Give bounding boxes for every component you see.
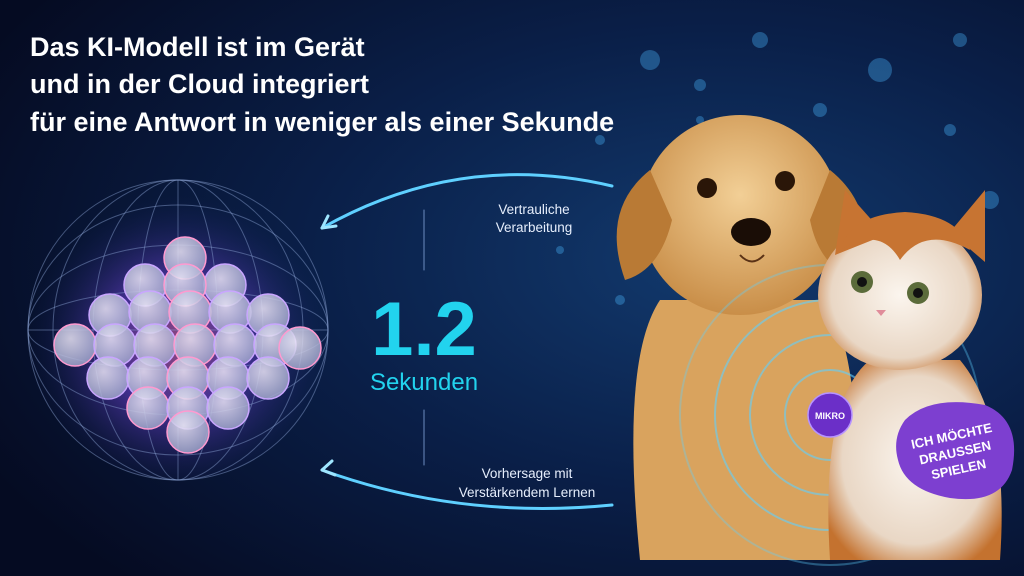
bokeh-dot xyxy=(640,50,660,70)
bokeh-lights xyxy=(556,32,999,305)
mic-badge xyxy=(807,392,853,438)
image-bubble xyxy=(166,410,210,454)
bokeh-dot xyxy=(696,116,704,124)
bokeh-dot xyxy=(813,103,827,117)
bottom-label: Verstärkendem Lernen xyxy=(459,485,596,500)
title-line: und in der Cloud integriert xyxy=(30,69,369,99)
bokeh-dot xyxy=(694,79,706,91)
bokeh-dot xyxy=(595,135,605,145)
bokeh-dot xyxy=(981,191,999,209)
top-label: Verarbeitung xyxy=(496,220,573,235)
top-label: Vertrauliche xyxy=(498,202,569,217)
title-line: für eine Antwort in weniger als einer Se… xyxy=(30,107,614,137)
image-cluster xyxy=(53,236,322,454)
bokeh-dot xyxy=(752,32,768,48)
arrow-bottom xyxy=(320,468,614,510)
arrow-head xyxy=(320,214,338,230)
arrow-top xyxy=(320,173,614,230)
title-line: Das KI-Modell ist im Gerät xyxy=(30,32,365,62)
mic-badge-text: MIKRO xyxy=(815,411,845,421)
bokeh-dot xyxy=(615,295,625,305)
image-bubble xyxy=(86,356,130,400)
bokeh-dot xyxy=(953,33,967,47)
metric-value: 1.2 xyxy=(371,287,477,372)
metric-unit: Sekunden xyxy=(370,369,478,396)
bokeh-dot xyxy=(868,58,892,82)
puppy xyxy=(616,115,866,560)
image-bubble xyxy=(278,326,322,370)
bokeh-dot xyxy=(556,246,564,254)
bottom-label: Vorhersage mit xyxy=(482,466,573,481)
image-bubble xyxy=(53,323,97,367)
image-bubble xyxy=(246,356,290,400)
speech-bubble xyxy=(896,402,1015,500)
bokeh-dot xyxy=(944,124,956,136)
arrow-head xyxy=(320,459,337,477)
image-bubble xyxy=(206,386,250,430)
arrows xyxy=(320,173,614,510)
image-bubble xyxy=(126,386,170,430)
